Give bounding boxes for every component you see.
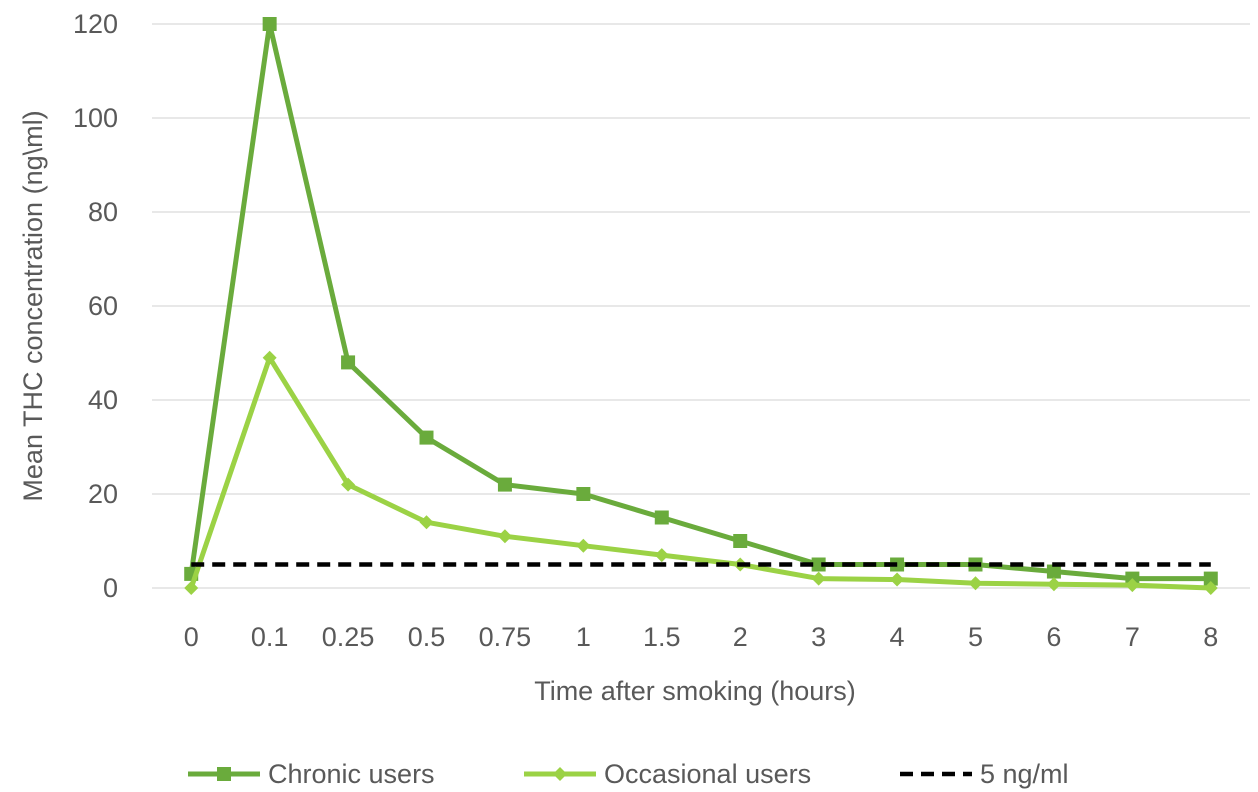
x-tick-labels: 0 0.1 0.25 0.5 0.75 1 1.5 2 3 4 5 6 7 8 bbox=[184, 622, 1219, 652]
series-occasional-users bbox=[184, 350, 1218, 595]
data-point bbox=[497, 529, 512, 544]
data-point bbox=[1046, 564, 1061, 579]
data-point bbox=[811, 571, 826, 586]
data-point bbox=[733, 534, 748, 548]
y-tick-label: 40 bbox=[88, 385, 118, 415]
y-tick-label: 60 bbox=[88, 291, 118, 321]
legend-label: Occasional users bbox=[604, 759, 811, 789]
data-point bbox=[811, 557, 826, 572]
data-point bbox=[497, 477, 512, 492]
legend-item: Occasional users bbox=[524, 759, 811, 789]
x-tick-label: 0.25 bbox=[322, 622, 375, 652]
series-line bbox=[188, 21, 1211, 582]
series-line bbox=[188, 355, 1211, 591]
legend-label: 5 ng/ml bbox=[980, 759, 1069, 789]
x-tick-label: 0.5 bbox=[408, 622, 446, 652]
data-point bbox=[184, 581, 199, 595]
x-tick-label: 2 bbox=[733, 622, 748, 652]
y-tick-label: 80 bbox=[88, 197, 118, 227]
legend: Chronic users Occasional users 5 ng/ml bbox=[188, 759, 1069, 789]
gridlines bbox=[152, 23, 1250, 589]
data-point bbox=[262, 17, 277, 31]
series-layer bbox=[184, 17, 1218, 595]
y-tick-label: 20 bbox=[88, 479, 118, 509]
data-point bbox=[262, 350, 277, 365]
x-tick-label: 8 bbox=[1203, 622, 1218, 652]
legend-marker bbox=[553, 767, 567, 781]
series-chronic-users bbox=[184, 17, 1218, 586]
x-tick-label: 7 bbox=[1125, 622, 1140, 652]
data-point bbox=[1046, 577, 1061, 592]
data-point bbox=[341, 355, 356, 370]
data-point bbox=[576, 487, 591, 501]
data-point bbox=[968, 576, 983, 591]
data-point bbox=[1203, 571, 1218, 586]
data-point bbox=[1203, 581, 1218, 595]
x-tick-label: 0.1 bbox=[251, 622, 289, 652]
data-point bbox=[1125, 578, 1140, 593]
data-point bbox=[419, 515, 434, 530]
y-tick-label: 0 bbox=[103, 573, 118, 603]
data-point bbox=[341, 477, 356, 492]
x-tick-label: 6 bbox=[1046, 622, 1061, 652]
x-tick-label: 4 bbox=[890, 622, 905, 652]
x-axis-title: Time after smoking (hours) bbox=[534, 676, 856, 706]
x-tick-label: 3 bbox=[811, 622, 826, 652]
data-point bbox=[654, 548, 669, 563]
data-point bbox=[654, 510, 669, 525]
y-tick-labels: 0 20 40 60 80 100 120 bbox=[73, 9, 118, 603]
data-point bbox=[419, 430, 434, 445]
legend-label: Chronic users bbox=[268, 759, 435, 789]
x-tick-label: 0.75 bbox=[479, 622, 532, 652]
data-point bbox=[576, 538, 591, 553]
legend-item: Chronic users bbox=[188, 759, 435, 789]
x-tick-label: 5 bbox=[968, 622, 983, 652]
y-axis-title: Mean THC concentration (ng\ml) bbox=[18, 110, 48, 501]
x-tick-label: 1 bbox=[576, 622, 591, 652]
x-tick-label: 0 bbox=[184, 622, 199, 652]
data-point bbox=[890, 572, 905, 587]
legend-item: 5 ng/ml bbox=[900, 759, 1069, 789]
legend-marker bbox=[217, 767, 231, 781]
y-tick-label: 100 bbox=[73, 103, 118, 133]
y-tick-label: 120 bbox=[73, 9, 118, 39]
x-tick-label: 1.5 bbox=[643, 622, 681, 652]
